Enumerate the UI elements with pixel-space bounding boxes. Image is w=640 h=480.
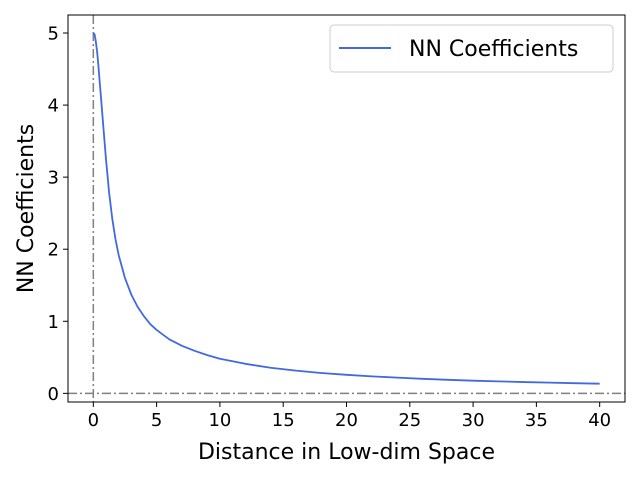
legend-label: NN Coefficients xyxy=(409,37,578,62)
y-tick-label: 2 xyxy=(48,240,59,261)
y-axis-label: NN Coefficients xyxy=(14,124,39,293)
y-tick-label: 3 xyxy=(48,168,59,189)
x-tick-label: 0 xyxy=(88,410,99,431)
legend-box xyxy=(329,24,614,73)
series-layer xyxy=(92,32,600,385)
x-tick-label: 5 xyxy=(151,410,162,431)
series-line-0 xyxy=(92,32,600,385)
x-tick-label: 35 xyxy=(525,410,548,431)
reference-lines xyxy=(68,15,625,402)
x-tick-label: 10 xyxy=(208,410,231,431)
legend: NN Coefficients xyxy=(329,24,614,73)
y-tick-label: 1 xyxy=(48,312,59,333)
x-tick-label: 20 xyxy=(335,410,358,431)
x-axis: 0 5 10 15 20 25 30 35 40 xyxy=(88,402,611,431)
x-tick-label: 30 xyxy=(462,410,485,431)
x-tick-label: 15 xyxy=(272,410,295,431)
x-axis-label: Distance in Low-dim Space xyxy=(198,440,495,465)
x-tick-label: 25 xyxy=(398,410,421,431)
y-tick-label: 0 xyxy=(48,384,59,405)
y-tick-label: 5 xyxy=(48,24,59,45)
y-tick-label: 4 xyxy=(48,96,59,117)
y-axis: 0 1 2 3 4 5 xyxy=(48,24,68,405)
x-tick-label: 40 xyxy=(588,410,611,431)
